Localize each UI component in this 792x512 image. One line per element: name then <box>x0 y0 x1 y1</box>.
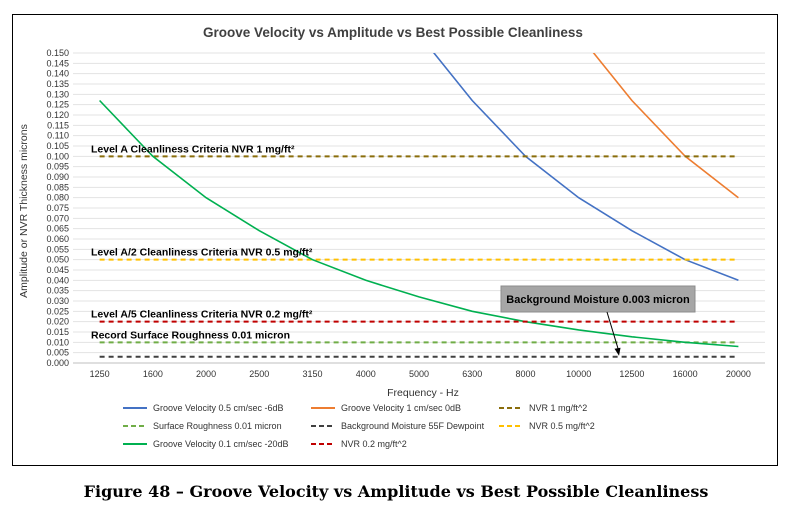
y-tick-label: 0.040 <box>46 275 69 285</box>
y-tick-label: 0.010 <box>46 337 69 347</box>
x-tick-label: 10000 <box>566 369 591 379</box>
y-tick-label: 0.065 <box>46 224 69 234</box>
annotation-label: Level A Cleanliness Criteria NVR 1 mg/ft… <box>91 143 295 155</box>
x-tick-labels: 1250 1600 2000 2500 3150 4000 5000 6300 8000 1000… <box>90 369 751 379</box>
y-tick-label: 0.015 <box>46 327 69 337</box>
annotation-label: Level A/5 Cleanliness Criteria NVR 0.2 m… <box>91 309 313 321</box>
y-axis-title: Amplitude or NVR Thickness microns <box>18 124 30 298</box>
y-tick-label: 0.150 <box>46 48 69 58</box>
y-tick-label: 0.095 <box>46 162 69 172</box>
y-tick-label: 0.080 <box>46 193 69 203</box>
y-tick-label: 0.005 <box>46 348 69 358</box>
series-line <box>592 53 739 199</box>
y-tick-label: 0.020 <box>46 317 69 327</box>
y-tick-label: 0.140 <box>46 69 69 79</box>
y-tick-label: 0.055 <box>46 244 69 254</box>
callout-arrow <box>606 311 620 352</box>
y-tick-label: 0.100 <box>46 151 69 161</box>
x-tick-label: 20000 <box>726 369 751 379</box>
callout-box <box>500 285 696 313</box>
legend-entry: Groove Velocity 1 cm/sec 0dB <box>341 403 461 413</box>
y-tick-label: 0.050 <box>46 255 69 265</box>
x-axis-title: Frequency - Hz <box>387 387 459 399</box>
figure-caption: Figure 48 – Groove Velocity vs Amplitude… <box>83 482 709 501</box>
callout-label: Background Moisture 0.003 micron <box>506 294 690 306</box>
legend-entry: NVR 1 mg/ft^2 <box>529 403 587 413</box>
legend-entry: Surface Roughness 0.01 micron <box>153 421 282 431</box>
y-tick-label: 0.130 <box>46 89 69 99</box>
series-line <box>99 99 739 348</box>
x-tick-label: 3150 <box>303 369 323 379</box>
y-tick-label: 0.120 <box>46 110 69 120</box>
y-tick-label: 0.060 <box>46 234 69 244</box>
annotations: Level A Cleanliness Criteria NVR 1 mg/ft… <box>91 143 313 341</box>
legend-entry: NVR 0.2 mg/ft^2 <box>341 439 407 449</box>
x-tick-label: 2000 <box>196 369 216 379</box>
y-tick-label: 0.135 <box>46 79 69 89</box>
legend-entry: Groove Velocity 0.1 cm/sec -20dB <box>153 439 289 449</box>
y-tick-label: 0.085 <box>46 182 69 192</box>
y-tick-label: 0.070 <box>46 213 69 223</box>
y-tick-label: 0.075 <box>46 203 69 213</box>
y-tick-label: 0.110 <box>47 131 69 141</box>
y-tick-label: 0.045 <box>46 265 69 275</box>
legend-entry: NVR 0.5 mg/ft^2 <box>529 421 595 431</box>
legend: Groove Velocity 0.5 cm/sec -6dB Groove Ve… <box>123 403 595 449</box>
x-tick-label: 16000 <box>673 369 698 379</box>
y-tick-label: 0.090 <box>46 172 69 182</box>
chart-frame: Groove Velocity vs Amplitude vs Best Pos… <box>12 14 778 466</box>
y-tick-label: 0.030 <box>46 296 69 306</box>
annotation-label: Level A/2 Cleanliness Criteria NVR 0.5 m… <box>91 247 313 259</box>
gridlines <box>73 52 765 364</box>
y-tick-label: 0.035 <box>46 286 69 296</box>
chart-title: Groove Velocity vs Amplitude vs Best Pos… <box>203 25 583 40</box>
y-tick-label: 0.105 <box>46 141 69 151</box>
y-tick-label: 0.115 <box>47 120 69 130</box>
x-tick-label: 4000 <box>356 369 376 379</box>
y-tick-label: 0.025 <box>46 306 69 316</box>
x-tick-label: 1600 <box>143 369 163 379</box>
x-tick-label: 5000 <box>409 369 429 379</box>
series-lines <box>99 53 739 358</box>
x-tick-label: 2500 <box>249 369 269 379</box>
legend-entry: Background Moisture 55F Dewpoint <box>341 421 485 431</box>
callout-arrowhead <box>614 347 621 356</box>
x-tick-label: 12500 <box>619 369 644 379</box>
x-tick-label: 8000 <box>515 369 535 379</box>
y-tick-label: 0.125 <box>46 100 69 110</box>
y-tick-labels: 0.0000.0050.0100.0150.0200.0250.0300.035… <box>46 48 69 368</box>
y-tick-label: 0.145 <box>46 58 69 68</box>
legend-entry: Groove Velocity 0.5 cm/sec -6dB <box>153 403 284 413</box>
annotation-label: Record Surface Roughness 0.01 micron <box>91 329 290 341</box>
x-tick-label: 6300 <box>462 369 482 379</box>
chart: Groove Velocity vs Amplitude vs Best Pos… <box>18 25 765 449</box>
series-line <box>432 53 739 282</box>
y-tick-label: 0.000 <box>46 358 69 368</box>
x-tick-label: 1250 <box>90 369 110 379</box>
callout: Background Moisture 0.003 micron <box>500 285 696 356</box>
